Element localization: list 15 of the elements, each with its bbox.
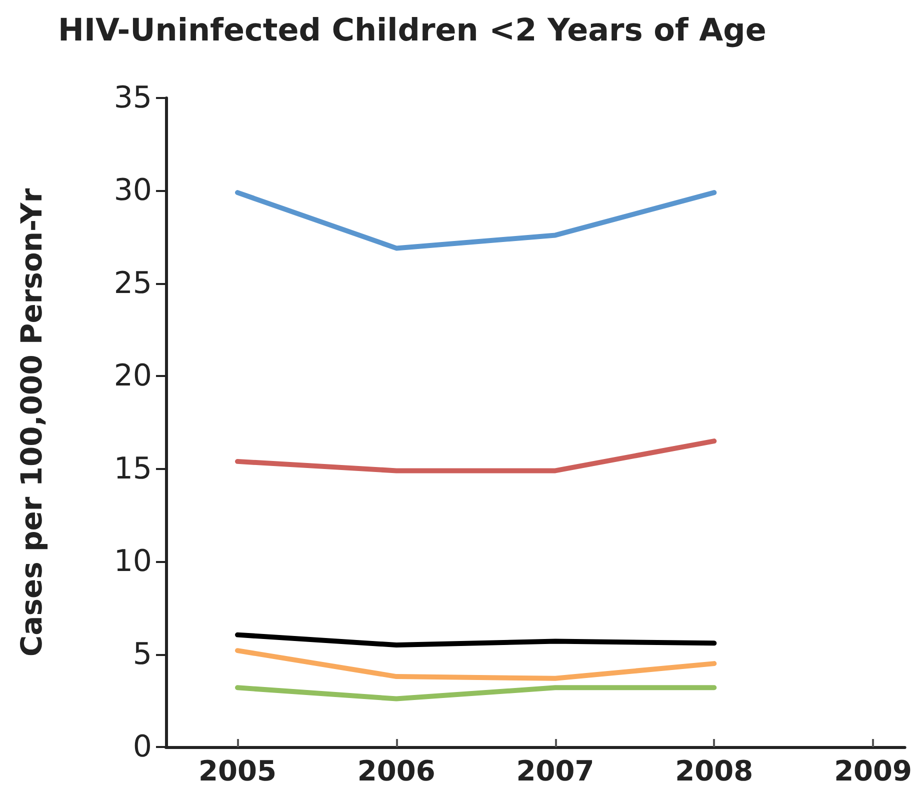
- x-tick-label: 2006: [357, 754, 436, 788]
- y-tick-label: 25: [114, 266, 152, 301]
- y-tick-label: 35: [114, 80, 152, 116]
- y-tick-label: 15: [114, 451, 152, 486]
- y-tick-label: 0: [132, 730, 152, 764]
- y-axis-title: Cases per 100,000 Person-Yr: [14, 188, 48, 657]
- x-tick-label: 2007: [516, 754, 594, 788]
- x-tick-label: 2009: [834, 754, 912, 788]
- y-tick-label: 20: [114, 358, 152, 394]
- y-tick-label: 10: [114, 544, 152, 580]
- y-tick-label: 30: [114, 173, 152, 208]
- x-tick-label: 2008: [675, 754, 754, 788]
- y-tick-label: 5: [132, 636, 152, 672]
- chart-title: HIV-Uninfected Children <2 Years of Age: [58, 12, 766, 48]
- x-tick-label: 2005: [198, 754, 276, 788]
